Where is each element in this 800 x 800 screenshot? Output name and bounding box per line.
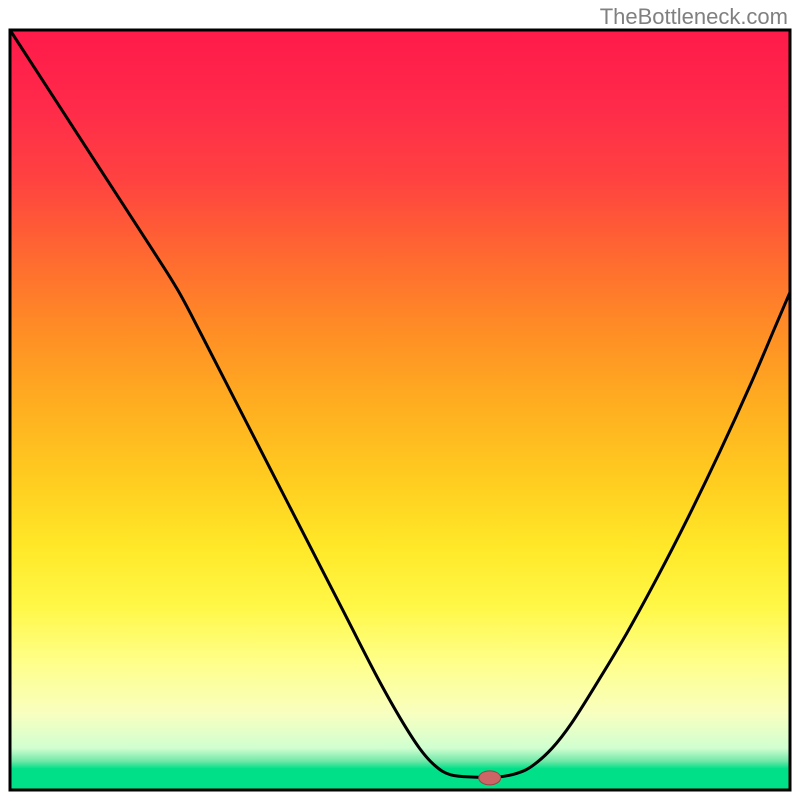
optimal-marker (479, 771, 501, 785)
plot-background (10, 30, 790, 790)
watermark: TheBottleneck.com (600, 4, 788, 29)
bottleneck-chart: TheBottleneck.com (0, 0, 800, 800)
